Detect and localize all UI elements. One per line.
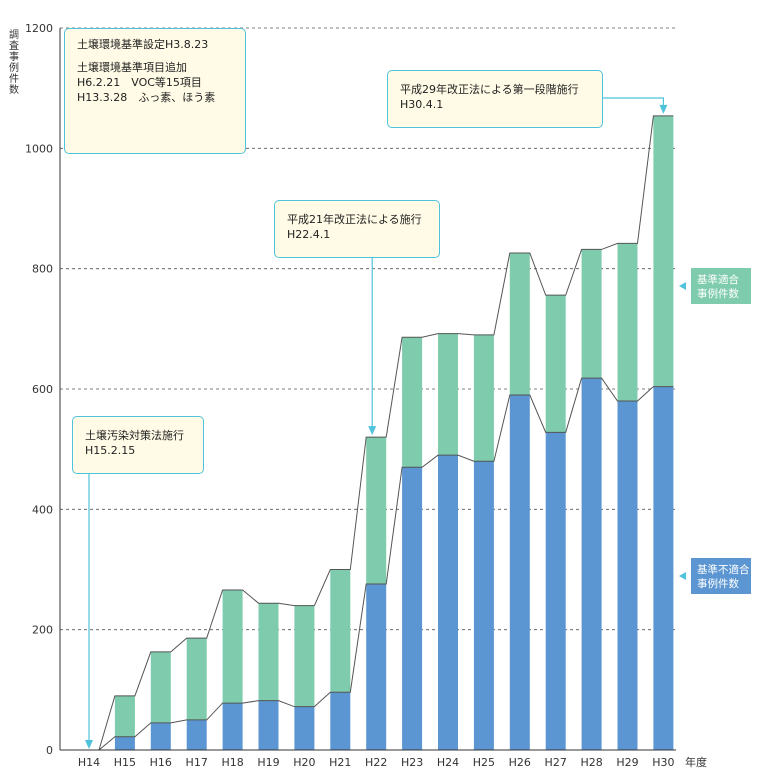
law-enforcement-note: 土壌汚染対策法施行 H15.2.15 xyxy=(72,416,204,474)
x-tick-label: H15 xyxy=(114,756,136,769)
amendment-2017-note-line: H30.4.1 xyxy=(400,98,444,111)
y-axis-label-char: 数 xyxy=(9,83,19,96)
x-tick-label: H24 xyxy=(437,756,459,769)
bar-noncompliant xyxy=(581,378,602,750)
standards-note-line: H13.3.28 ふっ素、ほう素 xyxy=(77,91,216,104)
bar-noncompliant xyxy=(150,722,171,750)
x-tick-label: H23 xyxy=(401,756,423,769)
standards-note: 土壌環境基準設定H3.8.23 土壌環境基準項目追加 H6.2.21 VOC等1… xyxy=(64,28,246,154)
bar-noncompliant xyxy=(294,706,315,750)
standards-note-line: 土壌環境基準項目追加 xyxy=(77,61,187,74)
amendment-2009-note: 平成21年改正法による施行 H22.4.1 xyxy=(274,200,440,258)
bar-compliant xyxy=(186,638,207,720)
bar-noncompliant xyxy=(114,736,135,750)
y-axis-label-char: 件 xyxy=(9,73,19,85)
legend-compliant: 基準適合 事例件数 xyxy=(691,268,751,304)
y-axis-label-char: 調 xyxy=(9,28,19,41)
x-tick-label: H20 xyxy=(293,756,315,769)
amendment-2017-note: 平成29年改正法による第一段階施行 H30.4.1 xyxy=(387,70,603,128)
legend-noncompliant-label: 事例件数 xyxy=(697,578,739,590)
x-tick-label: H25 xyxy=(473,756,495,769)
standards-note-line: H6.2.21 VOC等15項目 xyxy=(77,76,202,89)
bar-noncompliant xyxy=(366,583,387,750)
x-tick-label: H17 xyxy=(186,756,208,769)
bar-compliant xyxy=(509,253,530,396)
bar-compliant xyxy=(438,333,458,456)
bar-noncompliant xyxy=(330,692,351,750)
bar-compliant xyxy=(330,569,351,693)
bar-compliant xyxy=(581,249,602,379)
y-tick-labels: 0 200 400 600 800 1000 1200 xyxy=(25,22,53,757)
legend-noncompliant-label: 基準不適合 xyxy=(697,564,750,576)
x-tick-label: H22 xyxy=(365,756,387,769)
bars xyxy=(114,115,674,750)
amendment-2017-note-line: 平成29年改正法による第一段階施行 xyxy=(400,83,579,96)
bar-compliant xyxy=(473,334,494,462)
x-tick-label: H29 xyxy=(616,756,638,769)
legend-compliant-pointer xyxy=(679,282,686,290)
bar-noncompliant xyxy=(545,432,566,750)
bar-compliant xyxy=(294,605,315,707)
legend-noncompliant-pointer xyxy=(679,572,686,580)
x-tick-label: H18 xyxy=(221,756,243,769)
x-tick-label: H30 xyxy=(652,756,674,769)
bar-noncompliant xyxy=(438,455,458,750)
x-tick-label: H26 xyxy=(509,756,531,769)
bar-noncompliant xyxy=(509,395,530,750)
trend-line-noncompliant xyxy=(89,377,674,751)
bar-noncompliant xyxy=(258,700,279,750)
y-tick-label: 600 xyxy=(32,383,53,396)
bar-compliant xyxy=(617,243,638,402)
trend-line-total xyxy=(89,115,674,751)
annotation-arrows xyxy=(85,97,686,749)
legend-noncompliant: 基準不適合 事例件数 xyxy=(691,558,751,594)
trend-lines xyxy=(89,115,674,751)
x-tick-label: H28 xyxy=(580,756,602,769)
bar-noncompliant xyxy=(402,467,423,750)
law-enforcement-note-line: H15.2.15 xyxy=(85,444,136,457)
x-tick-label: H19 xyxy=(257,756,279,769)
bar-compliant xyxy=(366,437,387,584)
bar-compliant xyxy=(653,115,674,387)
y-tick-label: 800 xyxy=(32,263,53,276)
arrow-amendment-2017 xyxy=(603,97,665,106)
x-tick-label: H27 xyxy=(545,756,567,769)
bar-compliant xyxy=(402,337,423,468)
legend-compliant-label: 基準適合 xyxy=(697,274,739,286)
bar-noncompliant xyxy=(473,461,494,750)
bar-compliant xyxy=(545,295,566,433)
x-tick-label: H16 xyxy=(150,756,172,769)
bar-noncompliant xyxy=(222,703,243,750)
arrow-amendment-2017-head xyxy=(659,104,668,114)
y-axis-label-char: 査 xyxy=(9,39,19,52)
arrow-amendment-2009-head xyxy=(368,426,377,436)
y-tick-label: 1000 xyxy=(25,142,53,155)
y-axis-label-char: 例 xyxy=(9,61,19,74)
law-enforcement-note-line: 土壌汚染対策法施行 xyxy=(85,429,184,442)
bar-compliant xyxy=(258,603,279,701)
bar-noncompliant xyxy=(653,386,674,750)
bar-compliant xyxy=(114,695,135,737)
amendment-2009-note-line: H22.4.1 xyxy=(287,228,331,241)
x-tick-label: H14 xyxy=(78,756,100,769)
bar-compliant xyxy=(150,651,171,723)
amendment-2009-note-line: 平成21年改正法による施行 xyxy=(287,213,422,226)
y-tick-label: 200 xyxy=(32,624,53,637)
standards-note-line: 土壌環境基準設定H3.8.23 xyxy=(77,38,209,51)
bar-noncompliant xyxy=(186,719,207,750)
bar-noncompliant xyxy=(617,401,638,750)
x-tick-label: H21 xyxy=(329,756,351,769)
legend-compliant-label: 事例件数 xyxy=(697,288,739,300)
arrow-law-enforcement-head xyxy=(85,740,93,749)
x-axis-label: 年度 xyxy=(685,755,707,769)
y-tick-label: 1200 xyxy=(25,22,53,35)
y-tick-label: 0 xyxy=(46,744,53,757)
axes xyxy=(59,28,676,751)
y-axis-label-char: 事 xyxy=(9,50,19,63)
y-tick-label: 400 xyxy=(32,503,53,516)
x-tick-labels: H14 H15 H16 H17 H18 H19 H20 H21 H22 H23 H24 H25 H26 H… xyxy=(78,756,675,769)
bar-compliant xyxy=(222,589,243,704)
